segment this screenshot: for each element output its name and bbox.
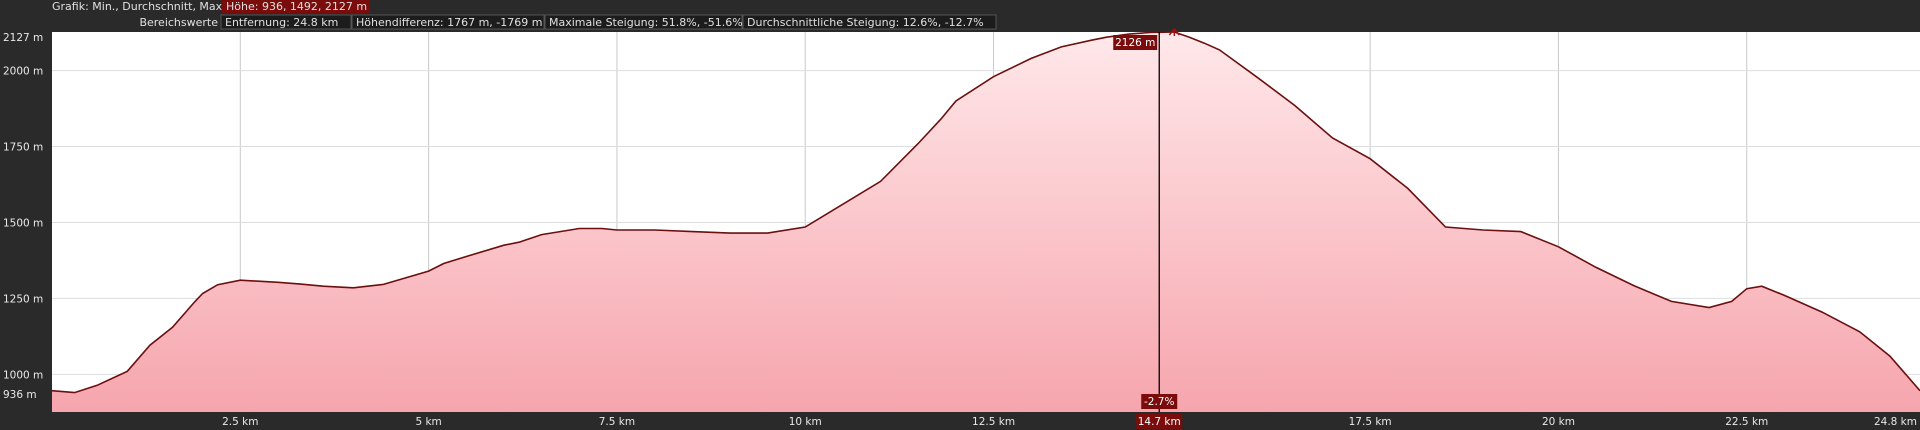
x-tick-label: 10 km: [789, 416, 822, 428]
y-tick-label: 1750 m: [3, 142, 43, 154]
x-end-label: 24.8 km: [1874, 416, 1917, 428]
x-tick-label: 12.5 km: [972, 416, 1015, 428]
cursor-elevation-badge: [1113, 35, 1158, 50]
y-tick-label: 2127 m: [3, 32, 43, 44]
y-tick-label: 936 m: [3, 389, 37, 401]
header-distance: Entfernung: 24.8 km: [225, 16, 338, 29]
elevation-profile-line: [51, 31, 1920, 394]
cursor-gradient-label: -2.7%: [1144, 396, 1174, 408]
x-tick-label: 2.5 km: [222, 416, 258, 428]
x-tick-label: 7.5 km: [599, 416, 635, 428]
y-tick-label: 2000 m: [3, 66, 43, 78]
cursor-peak-marker: [1168, 27, 1180, 36]
y-tick-label: 1000 m: [3, 369, 43, 381]
x-tick-label: 22.5 km: [1725, 416, 1768, 428]
header-height-values: Höhe: 936, 1492, 2127 m: [226, 0, 367, 13]
cursor-elevation-label: 2126 m: [1115, 37, 1155, 49]
header-height-diff-box: [351, 14, 545, 30]
position-cursor[interactable]: 2126 m -2.7% 14.7 km: [1113, 27, 1183, 429]
cursor-gradient-badge: [1141, 394, 1178, 409]
header-chart-label: Grafik: Min., Durchschnitt, Max: [52, 0, 223, 13]
header-max-gradient-box: [544, 14, 743, 30]
header-height-badge-bg: [222, 0, 370, 13]
header-height-diff: Höhendifferenz: 1767 m, -1769 m: [356, 16, 542, 29]
cursor-distance-badge: [1136, 414, 1183, 429]
header-range-label: Bereichswerte: [139, 16, 218, 29]
x-tick-label: 5 km: [415, 416, 441, 428]
header-max-gradient: Maximale Steigung: 51.8%, -51.6%: [549, 16, 743, 29]
header-avg-gradient-box: [742, 14, 997, 30]
elevation-area-fill: [52, 32, 1920, 412]
header-avg-gradient: Durchschnittliche Steigung: 12.6%, -12.7…: [747, 16, 984, 29]
y-tick-label: 1250 m: [3, 293, 43, 305]
x-tick-label: 17.5 km: [1349, 416, 1392, 428]
x-tick-label: 20 km: [1542, 416, 1575, 428]
x-axis-labels: 2.5 km 5 km 7.5 km 10 km 12.5 km 17.5 km 20 km…: [222, 416, 1917, 428]
y-axis-labels: 2127 m 2000 m 1750 m 1500 m 1250 m 1000 m 936 …: [3, 32, 43, 401]
y-tick-label: 1500 m: [3, 217, 43, 229]
header-distance-box: [220, 14, 352, 30]
cursor-distance-label: 14.7 km: [1138, 416, 1181, 428]
